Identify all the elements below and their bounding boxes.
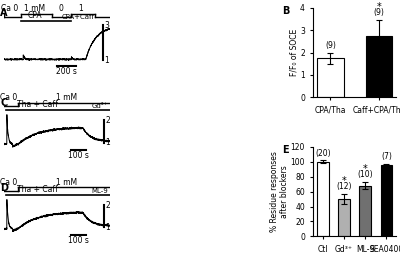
Text: $F/F_0$: $F/F_0$	[0, 210, 1, 223]
Text: *: *	[376, 2, 381, 12]
Bar	[380, 166, 392, 236]
Text: 1 mM: 1 mM	[24, 4, 45, 13]
Text: 200 s: 200 s	[56, 67, 77, 76]
Text: Ca 0: Ca 0	[0, 178, 18, 187]
Text: 1: 1	[106, 223, 110, 232]
Text: D: D	[0, 182, 8, 192]
Text: 2: 2	[106, 116, 110, 125]
Text: ML-9: ML-9	[91, 188, 108, 194]
Y-axis label: % Residue responses
after blockers: % Residue responses after blockers	[270, 151, 289, 232]
Text: (12): (12)	[336, 182, 352, 191]
Text: (20): (20)	[315, 149, 331, 158]
Text: (9): (9)	[325, 41, 336, 50]
Text: 2: 2	[106, 200, 110, 209]
Text: CPA: CPA	[28, 11, 43, 20]
Text: Tha + Caff: Tha + Caff	[17, 185, 58, 194]
Text: Ca 0: Ca 0	[0, 93, 18, 102]
Bar	[360, 186, 371, 236]
Bar	[317, 58, 344, 97]
Text: (10): (10)	[358, 170, 373, 179]
Text: (7): (7)	[381, 152, 392, 161]
Text: 100 s: 100 s	[68, 236, 89, 245]
Bar	[366, 36, 392, 97]
Text: 1: 1	[78, 4, 83, 13]
Bar	[317, 162, 329, 236]
Text: Tha + Caff: Tha + Caff	[17, 100, 58, 109]
Text: B: B	[282, 6, 289, 16]
Text: 1 mM: 1 mM	[56, 178, 77, 187]
Y-axis label: F/F₀ of SOCE: F/F₀ of SOCE	[290, 29, 299, 76]
Bar	[338, 199, 350, 236]
Text: (9): (9)	[374, 8, 384, 17]
Text: *: *	[363, 164, 368, 174]
Text: C: C	[0, 98, 8, 108]
Text: CPA+Caff: CPA+Caff	[61, 14, 94, 20]
Text: Gd³⁺: Gd³⁺	[92, 103, 108, 109]
Text: 100 s: 100 s	[68, 151, 89, 160]
Text: 0: 0	[58, 4, 63, 13]
Text: 1: 1	[104, 56, 109, 65]
Text: E: E	[282, 145, 288, 155]
Text: *: *	[342, 176, 346, 186]
Text: Ca 0: Ca 0	[1, 4, 18, 13]
Text: $F/F_0$: $F/F_0$	[0, 42, 1, 54]
Text: 3: 3	[104, 21, 109, 30]
Text: $F/F_0$: $F/F_0$	[0, 125, 1, 138]
Text: A: A	[0, 8, 8, 18]
Text: 1 mM: 1 mM	[56, 93, 77, 102]
Text: 1: 1	[106, 138, 110, 147]
